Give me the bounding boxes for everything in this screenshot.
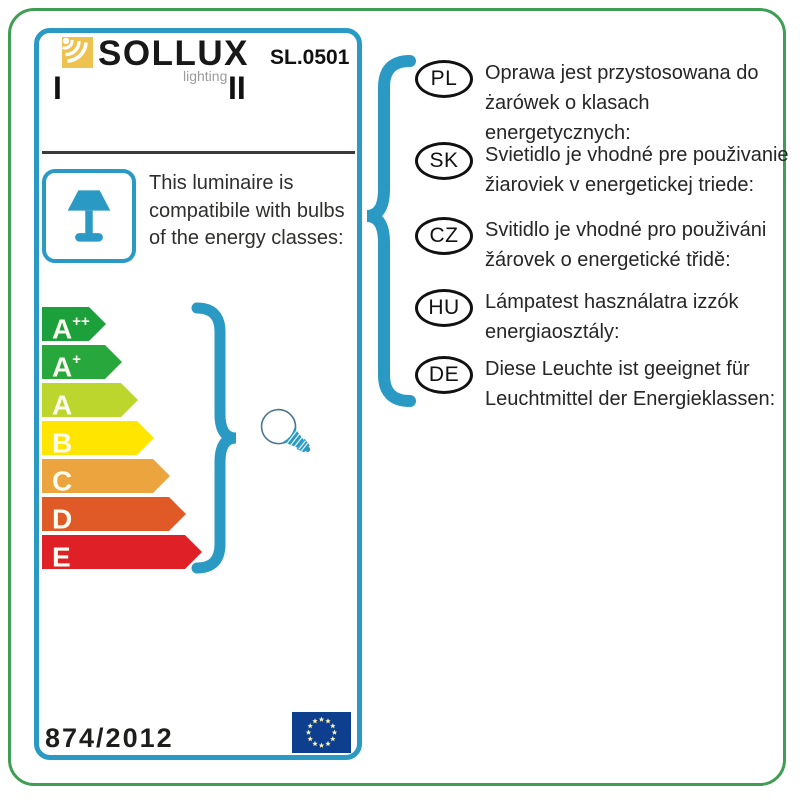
lang-line2: energiaosztály: [485,321,620,343]
class-sup: + [72,351,81,368]
mark-right: II [228,70,246,106]
eu-flag-icon [292,712,351,753]
lang-text: Diese Leuchte ist geeignet für Leuchtmit… [485,354,775,414]
energy-class-arrow-ap: A+ [42,345,122,379]
lang-line1: Svitidlo je vhodné pro použiváni [485,219,767,241]
lang-row-pl: PL Oprawa jest przystosowana do żarówek … [415,58,795,148]
energy-class-arrow-e: E [42,535,202,569]
class-letter: C [52,465,73,497]
left-curly-brace [366,55,416,407]
mark-left: I [53,70,62,106]
lang-line2: Leuchtmittel der Energieklassen: [485,388,776,410]
brand-name: SOLLUX [98,34,249,73]
regulation-number: 874/2012 [45,723,174,753]
lang-row-sk: SK Svietidlo je vhodné pre použivanie ži… [415,140,795,200]
model-code: SL.0501 [270,46,350,69]
lang-text: Svitidlo je vhodné pro použiváni žárovek… [485,215,766,275]
lang-code-badge: SK [415,142,473,180]
header-divider [42,151,355,154]
class-letter: D [52,503,73,535]
class-letter: B [52,427,73,459]
energy-class-arrow-c: C [42,459,170,493]
lamp-badge [42,169,136,263]
energy-class-arrow-b: B [42,421,154,455]
lang-line1: Diese Leuchte ist geeignet für [485,358,750,380]
lang-code-badge: PL [415,60,473,98]
class-letter: A [52,313,73,345]
lang-text: Lámpatest használatra izzók energiaosztá… [485,287,738,347]
compatibility-text: This luminaire is compatibile with bulbs… [149,172,345,249]
right-curly-brace [191,302,237,574]
lang-code-badge: CZ [415,217,473,255]
lang-line1: Lámpatest használatra izzók [485,291,739,313]
class-letter: A [52,351,73,383]
light-bulb-icon [260,408,311,453]
lang-code-badge: HU [415,289,473,327]
lang-text: Svietidlo je vhodné pre použivanie žiaro… [485,140,789,200]
lang-code-badge: DE [415,356,473,394]
lang-row-de: DE Diese Leuchte ist geeignet für Leucht… [415,354,795,414]
table-lamp-icon [67,190,111,242]
lang-row-cz: CZ Svitidlo je vhodné pro použiváni žáro… [415,215,795,275]
class-letter: E [52,541,71,573]
class-letter: A [52,389,73,421]
energy-class-arrow-a: A [42,383,138,417]
lang-row-hu: HU Lámpatest használatra izzók energiaos… [415,287,795,347]
lang-line2: žiaroviek v energetickej triede: [485,174,755,196]
energy-class-arrow-d: D [42,497,186,531]
lang-line2: żarówek o klasach energetycznych: [485,92,650,144]
sollux-swirl-icon [62,37,93,68]
brand-subtitle: lighting [183,68,228,84]
lang-text: Oprawa jest przystosowana do żarówek o k… [485,58,795,148]
class-sup: ++ [72,313,90,330]
lang-line1: Svietidlo je vhodné pre použivanie [485,144,789,166]
lang-line1: Oprawa jest przystosowana do [485,62,759,84]
outer-green-frame [8,8,786,786]
lang-line2: žárovek o energetické třidě: [485,249,731,271]
